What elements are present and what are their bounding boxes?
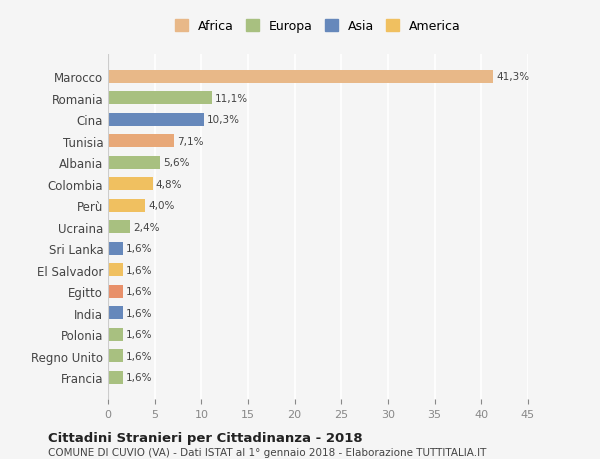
Text: Cittadini Stranieri per Cittadinanza - 2018: Cittadini Stranieri per Cittadinanza - 2…: [48, 431, 362, 444]
Text: COMUNE DI CUVIO (VA) - Dati ISTAT al 1° gennaio 2018 - Elaborazione TUTTITALIA.I: COMUNE DI CUVIO (VA) - Dati ISTAT al 1° …: [48, 448, 487, 458]
Text: 1,6%: 1,6%: [126, 286, 152, 297]
Legend: Africa, Europa, Asia, America: Africa, Europa, Asia, America: [172, 17, 464, 37]
Bar: [108, 285, 123, 298]
Text: 10,3%: 10,3%: [207, 115, 240, 125]
Text: 1,6%: 1,6%: [126, 351, 152, 361]
Text: 1,6%: 1,6%: [126, 308, 152, 318]
Bar: [108, 263, 123, 276]
Text: 4,0%: 4,0%: [148, 201, 175, 211]
Bar: [108, 92, 212, 105]
Bar: [108, 349, 123, 362]
Text: 1,6%: 1,6%: [126, 265, 152, 275]
Bar: [108, 328, 123, 341]
Text: 5,6%: 5,6%: [163, 158, 190, 168]
Text: 2,4%: 2,4%: [133, 222, 160, 232]
Text: 1,6%: 1,6%: [126, 244, 152, 254]
Bar: [108, 199, 145, 212]
Bar: [108, 71, 493, 84]
Text: 7,1%: 7,1%: [177, 136, 203, 146]
Bar: [108, 221, 130, 234]
Text: 11,1%: 11,1%: [214, 94, 248, 104]
Text: 4,8%: 4,8%: [155, 179, 182, 189]
Bar: [108, 242, 123, 255]
Bar: [108, 371, 123, 384]
Text: 41,3%: 41,3%: [496, 72, 529, 82]
Text: 1,6%: 1,6%: [126, 330, 152, 339]
Bar: [108, 113, 204, 127]
Bar: [108, 157, 160, 169]
Bar: [108, 307, 123, 319]
Bar: [108, 178, 153, 191]
Bar: [108, 135, 174, 148]
Text: 1,6%: 1,6%: [126, 372, 152, 382]
